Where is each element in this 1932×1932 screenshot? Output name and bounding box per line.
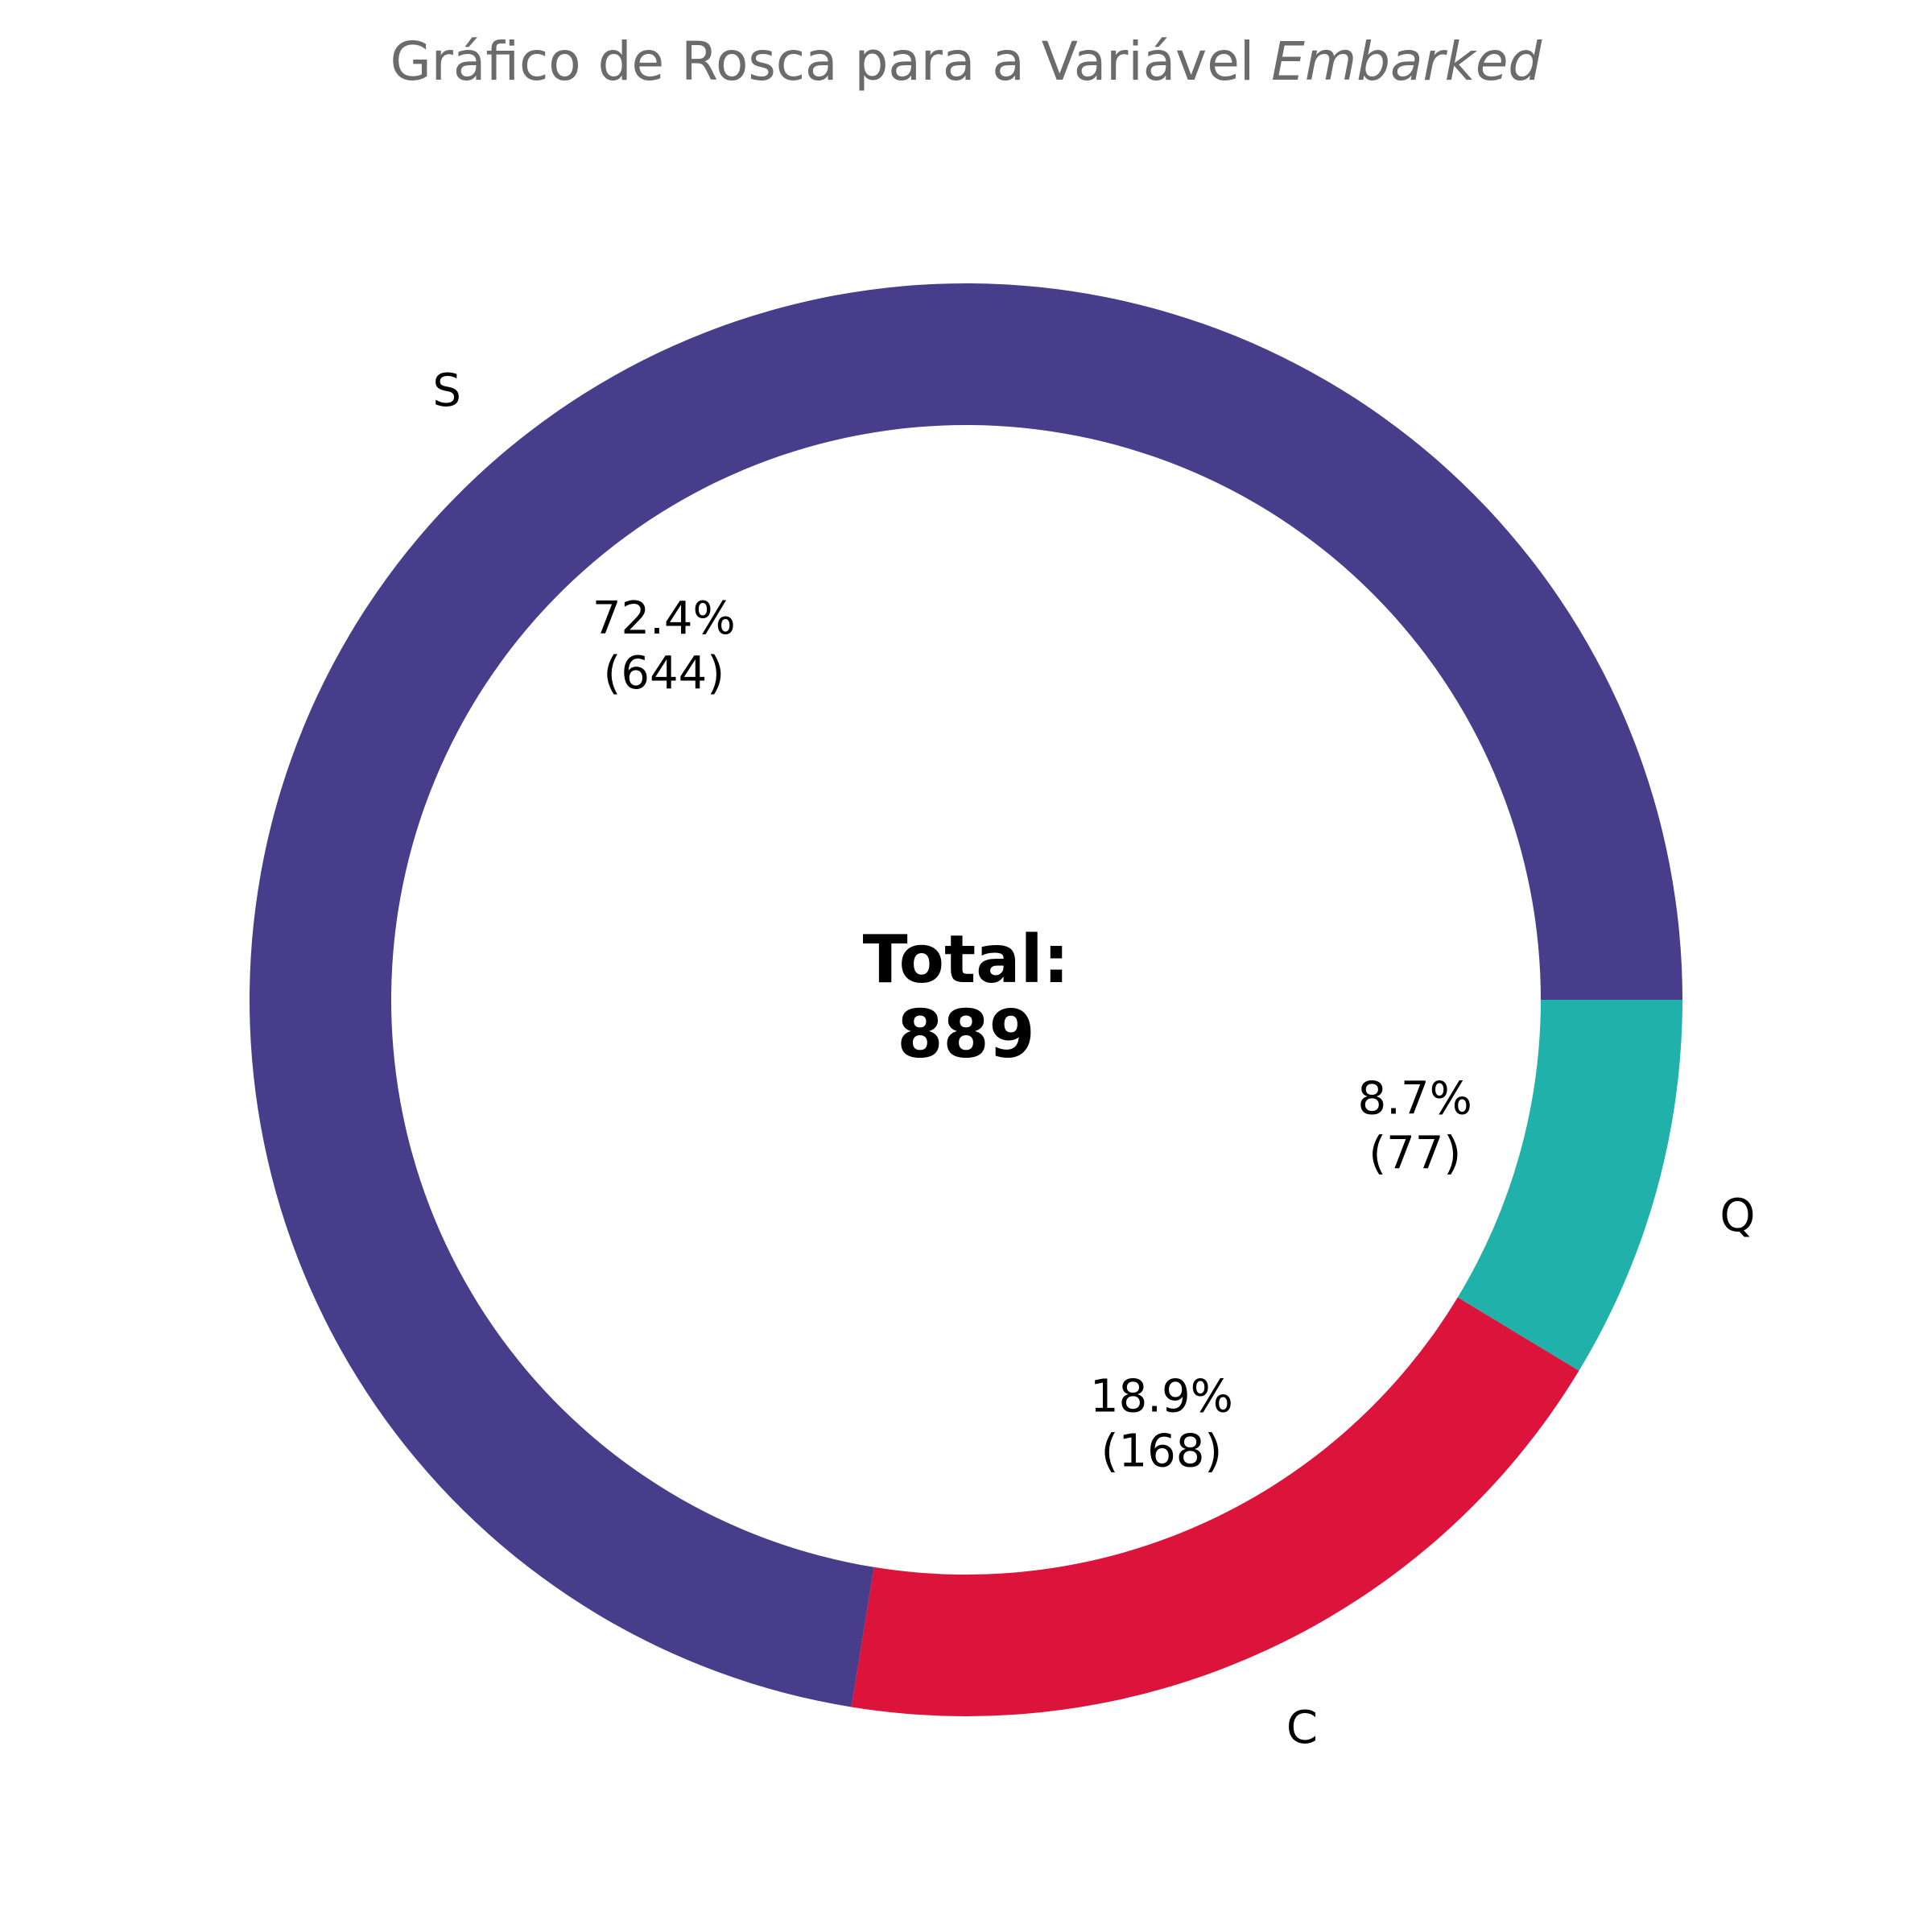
slice-count-label-c: (168)	[1101, 1426, 1223, 1478]
donut-labels: Q 8.7%(77) C 18.9%(168) S 72.4%(644)	[432, 365, 1755, 1754]
slice-count-label-q: (77)	[1368, 1128, 1461, 1180]
chart-title: Gráfico de Rosca para a Variável Embarke…	[0, 31, 1932, 93]
center-total-label: Total:	[863, 922, 1070, 998]
slice-count-label-s: (644)	[603, 647, 724, 700]
donut-slice-q	[1457, 1000, 1682, 1371]
chart-title-text: Gráfico de Rosca para a Variável	[390, 31, 1255, 93]
slice-percent-label-s: 72.4%	[592, 592, 736, 645]
slice-category-label-c: C	[1286, 1702, 1318, 1754]
slice-percent-label-c: 18.9%	[1090, 1371, 1233, 1423]
slice-category-label-s: S	[432, 365, 461, 417]
slice-category-label-q: Q	[1719, 1190, 1755, 1242]
center-total-value: 889	[897, 997, 1034, 1073]
chart-title-italic: Embarked	[1271, 31, 1542, 93]
donut-slices	[250, 283, 1682, 1716]
slice-percent-label-q: 8.7%	[1358, 1073, 1472, 1125]
donut-slice-c	[851, 1297, 1579, 1716]
